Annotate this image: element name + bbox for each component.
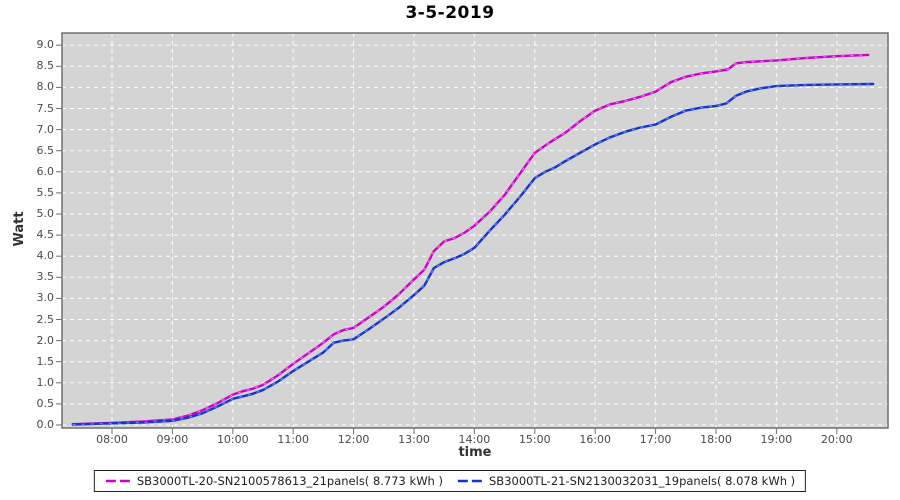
y-tick-label: 1.0: [36, 375, 55, 389]
x-tick-label: 10:00: [216, 433, 249, 446]
x-tick-label: 11:00: [277, 433, 310, 446]
y-axis-title: Watt: [12, 211, 27, 247]
series1-line-swatch-icon: [105, 479, 130, 483]
x-tick-label: 15:00: [518, 433, 551, 446]
legend: SB3000TL-20-SN2100578613_21panels( 8.773…: [93, 470, 807, 492]
y-tick-label: 4.5: [36, 228, 55, 242]
x-tick-label: 09:00: [156, 433, 189, 446]
y-tick-label: 6.5: [36, 143, 55, 157]
x-tick-label: 16:00: [579, 433, 612, 446]
y-tick-label: 8.5: [36, 59, 55, 73]
x-tick-label: 18:00: [700, 433, 732, 446]
y-tick-label: 3.5: [36, 270, 55, 284]
y-tick-label: 8.0: [36, 80, 55, 94]
y-tick-label: 3.0: [36, 291, 55, 305]
plot-background: [62, 33, 888, 428]
y-tick-label: 2.5: [36, 312, 55, 326]
series-line-highlight-2: [72, 83, 874, 426]
plot-border: [61, 32, 889, 429]
x-tick-label: 13:00: [398, 433, 430, 446]
y-tick-label: 2.0: [36, 333, 55, 347]
chart-title: 3-5-2019: [405, 3, 495, 23]
y-tick-label: 6.0: [36, 164, 55, 178]
y-tick-label: 5.0: [36, 207, 55, 220]
y-tick-label: 0.5: [36, 396, 55, 410]
y-tick-label: 5.5: [36, 185, 55, 199]
x-tick-label: 17:00: [639, 433, 672, 446]
x-tick-label: 20:00: [820, 433, 853, 446]
plot-area: [56, 32, 889, 434]
y-tick-label: 7.5: [36, 101, 55, 115]
x-axis-title: time: [458, 445, 492, 460]
series2-line-swatch-icon: [458, 479, 482, 483]
y-tick-label: 4.0: [36, 249, 55, 263]
legend-item-series2: SB3000TL-21-SN2130032031_19panels( 8.078…: [457, 474, 795, 488]
y-tick-label: 1.5: [36, 354, 55, 368]
y-tick-label: 9.0: [36, 38, 55, 52]
x-tick-label: 08:00: [96, 433, 128, 446]
y-tick-label: 0.0: [36, 418, 55, 431]
legend-item-series1: SB3000TL-20-SN2100578613_21panels( 8.773…: [105, 474, 443, 488]
legend-label-series2: SB3000TL-21-SN2130032031_19panels( 8.078…: [489, 474, 796, 488]
y-tick-label: 7.0: [36, 122, 55, 136]
x-tick-label: 14:00: [458, 433, 491, 446]
legend-label-series1: SB3000TL-20-SN2100578613_21panels( 8.773…: [136, 474, 443, 488]
x-tick-label: 19:00: [760, 433, 793, 446]
series-line-highlight-1: [72, 54, 869, 425]
x-tick-label: 12:00: [337, 433, 370, 446]
